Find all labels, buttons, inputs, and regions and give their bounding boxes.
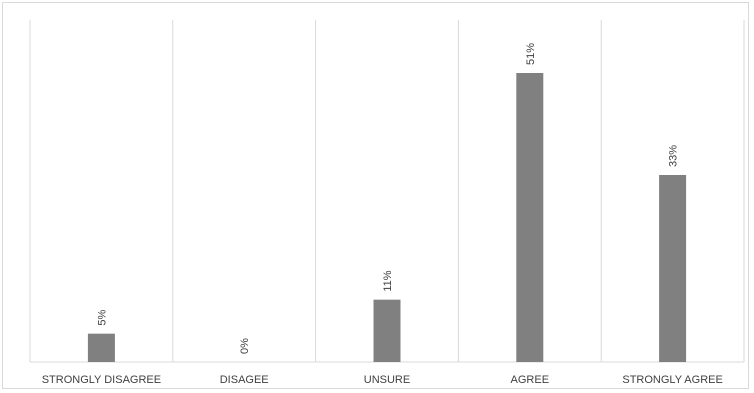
x-tick-label: STRONGLY DISAGREE [42, 374, 161, 386]
bar-agree [516, 73, 544, 362]
bar-strongly-disagree [87, 333, 115, 362]
x-tick-label: STRONGLY AGREE [622, 374, 722, 386]
x-tick-labels-group: STRONGLY DISAGREE DISAGEE UNSURE AGREE STRON… [42, 374, 723, 386]
bar-unsure [373, 299, 401, 362]
category-gridlines [29, 20, 745, 362]
data-label: 33% [668, 145, 680, 167]
data-label: 51% [525, 43, 537, 65]
data-label: 5% [96, 310, 108, 326]
x-tick-label: AGREE [511, 374, 550, 386]
x-tick-label: DISAGEE [220, 374, 269, 386]
data-labels-group: 5% 0% 11% 51% 33% [96, 43, 679, 354]
data-label: 11% [382, 270, 394, 291]
bars-group [87, 73, 687, 362]
x-tick-label: UNSURE [364, 374, 410, 386]
data-label: 0% [239, 338, 251, 354]
bar-strongly-agree [659, 175, 687, 362]
